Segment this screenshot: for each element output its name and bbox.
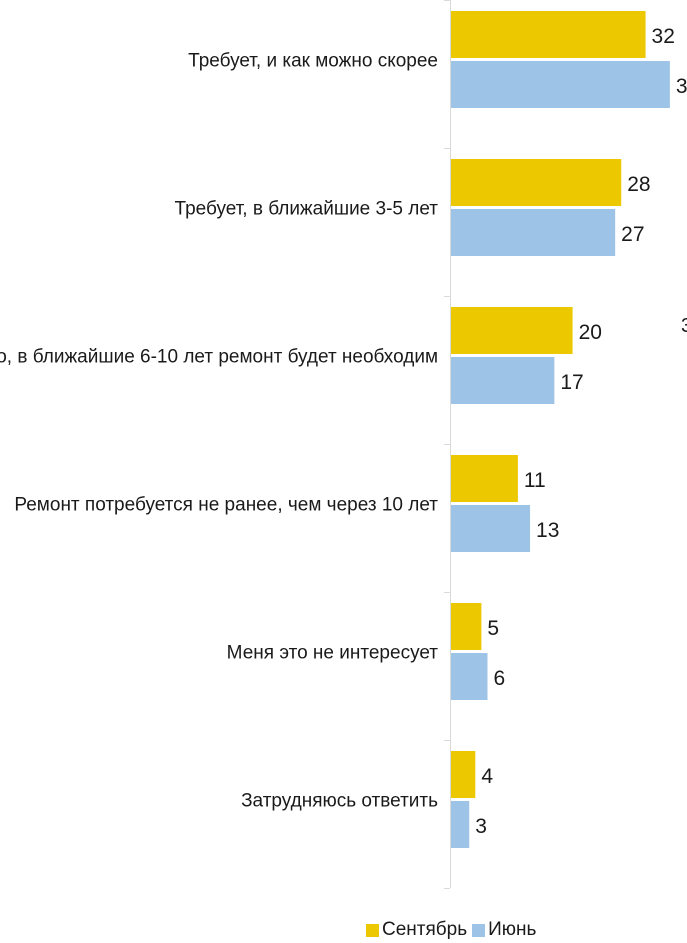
category-label-not-interested: Меня это не интересует [227, 643, 439, 664]
bars-layer [451, 11, 670, 848]
legend-swatch-june [472, 923, 486, 937]
bar-june-6-10-years [451, 357, 555, 404]
value-label-september-3-5-years: 28 [627, 173, 650, 196]
value-label-june-3-5-years: 27 [621, 223, 644, 246]
value-label-september-asap: 32 [652, 25, 675, 48]
category-label-6-10-years: Скорее всего, в ближайшие 6-10 лет ремон… [0, 347, 438, 368]
value-label-september-not-interested: 5 [487, 617, 499, 640]
bar-june-3-5-years [451, 209, 616, 256]
legend: Сентябрь Июнь [366, 917, 536, 943]
bar-june-asap [451, 61, 670, 108]
legend-item-june: Июнь [472, 919, 536, 941]
bar-june-after-10-years [451, 505, 531, 552]
category-label-asap: Требует, и как можно скорее [188, 51, 438, 72]
value-label-june-asap: 3 [676, 75, 687, 98]
category-axis-ticks [444, 0, 450, 889]
value-label-september-6-10-years: 20 [579, 321, 602, 344]
bar-september-hard-to-say [451, 751, 476, 798]
value-label-june-not-interested: 6 [493, 667, 505, 690]
category-label-after-10-years: Ремонт потребуется не ранее, чем через 1… [14, 495, 438, 516]
category-label-3-5-years: Требует, в ближайшие 3-5 лет [175, 199, 439, 220]
bar-june-not-interested [451, 653, 488, 700]
bar-september-6-10-years [451, 307, 573, 354]
legend-label-june: Июнь [488, 919, 537, 940]
value-label-june-6-10-years: 17 [560, 371, 583, 394]
bar-september-asap [451, 11, 646, 58]
legend-label-september: Сентябрь [382, 919, 468, 940]
value-label-june-after-10-years: 13 [536, 519, 559, 542]
value-label-september-after-10-years: 11 [524, 469, 546, 492]
bar-september-not-interested [451, 603, 482, 650]
labels-layer: Требует, и как можно скорее 32 3 Требует, в… [0, 25, 687, 838]
value-label-june-hard-to-say: 3 [475, 815, 487, 838]
legend-swatch-september [366, 923, 379, 937]
value-label-september-hard-to-say: 4 [481, 765, 493, 788]
bar-september-after-10-years [451, 455, 518, 502]
bar-september-3-5-years [451, 159, 622, 206]
bar-june-hard-to-say [451, 801, 470, 848]
stray-value-label: 3 [681, 315, 687, 337]
category-label-hard-to-say: Затрудняюсь ответить [241, 791, 438, 812]
legend-item-september: Сентябрь [366, 919, 467, 941]
